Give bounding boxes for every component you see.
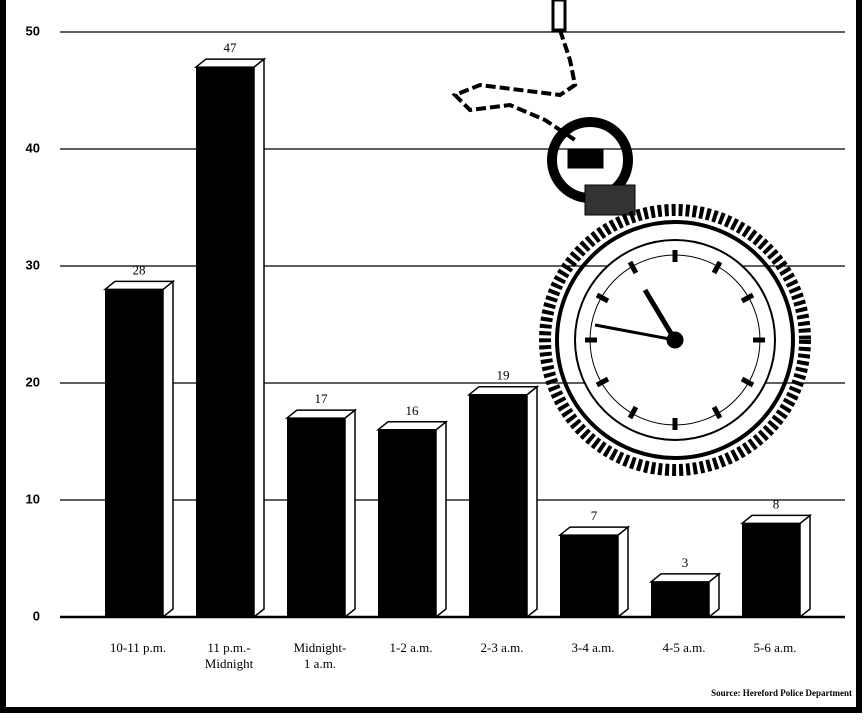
bar-top (196, 59, 264, 67)
bar-top (105, 281, 173, 289)
bar (196, 67, 254, 617)
y-tick-label: 50 (26, 23, 40, 38)
bar-top (560, 527, 628, 535)
bar-side (345, 410, 355, 617)
source-note: Source: Hereford Police Department (711, 688, 852, 698)
bar (105, 289, 163, 617)
chart: 0 10 20 30 40 50 28 47 17 16 19 7 3 8 (0, 0, 864, 728)
bar-side (527, 387, 537, 617)
y-tick-label: 20 (26, 374, 40, 389)
bar-side (436, 422, 446, 617)
bar-top (469, 387, 537, 395)
y-tick-label: 40 (26, 140, 40, 155)
value-label: 28 (133, 262, 146, 277)
bar-top (651, 574, 719, 582)
x-tick-label: Midnight- 1 a.m. (270, 640, 370, 672)
bar (742, 523, 800, 617)
bar-top (742, 515, 810, 523)
bar-side (254, 59, 264, 617)
value-label: 19 (497, 368, 510, 383)
bar-side (800, 515, 810, 617)
bar (378, 430, 436, 617)
bar-side (618, 527, 628, 617)
bar (469, 395, 527, 617)
y-tick-label: 10 (26, 491, 40, 506)
x-tick-label: 10-11 p.m. (88, 640, 188, 656)
x-tick-label: 11 p.m.- Midnight (179, 640, 279, 672)
bar (651, 582, 709, 617)
x-tick-label: 5-6 a.m. (725, 640, 825, 656)
bar-side (163, 281, 173, 617)
x-tick-label: 2-3 a.m. (452, 640, 552, 656)
bar-top (287, 410, 355, 418)
value-label: 16 (406, 403, 420, 418)
bar (287, 418, 345, 617)
x-tick-label: 4-5 a.m. (634, 640, 734, 656)
value-label: 8 (773, 496, 780, 511)
value-label: 3 (682, 555, 689, 570)
bar (560, 535, 618, 617)
value-label: 7 (591, 508, 598, 523)
bar-top (378, 422, 446, 430)
y-tick-label: 0 (33, 608, 40, 623)
y-tick-label: 30 (26, 257, 40, 272)
value-label: 47 (224, 40, 238, 55)
x-tick-label: 3-4 a.m. (543, 640, 643, 656)
x-tick-label: 1-2 a.m. (361, 640, 461, 656)
page: 0 10 20 30 40 50 28 47 17 16 19 7 3 8 Source: Herefor… (0, 0, 864, 728)
value-label: 17 (315, 391, 329, 406)
